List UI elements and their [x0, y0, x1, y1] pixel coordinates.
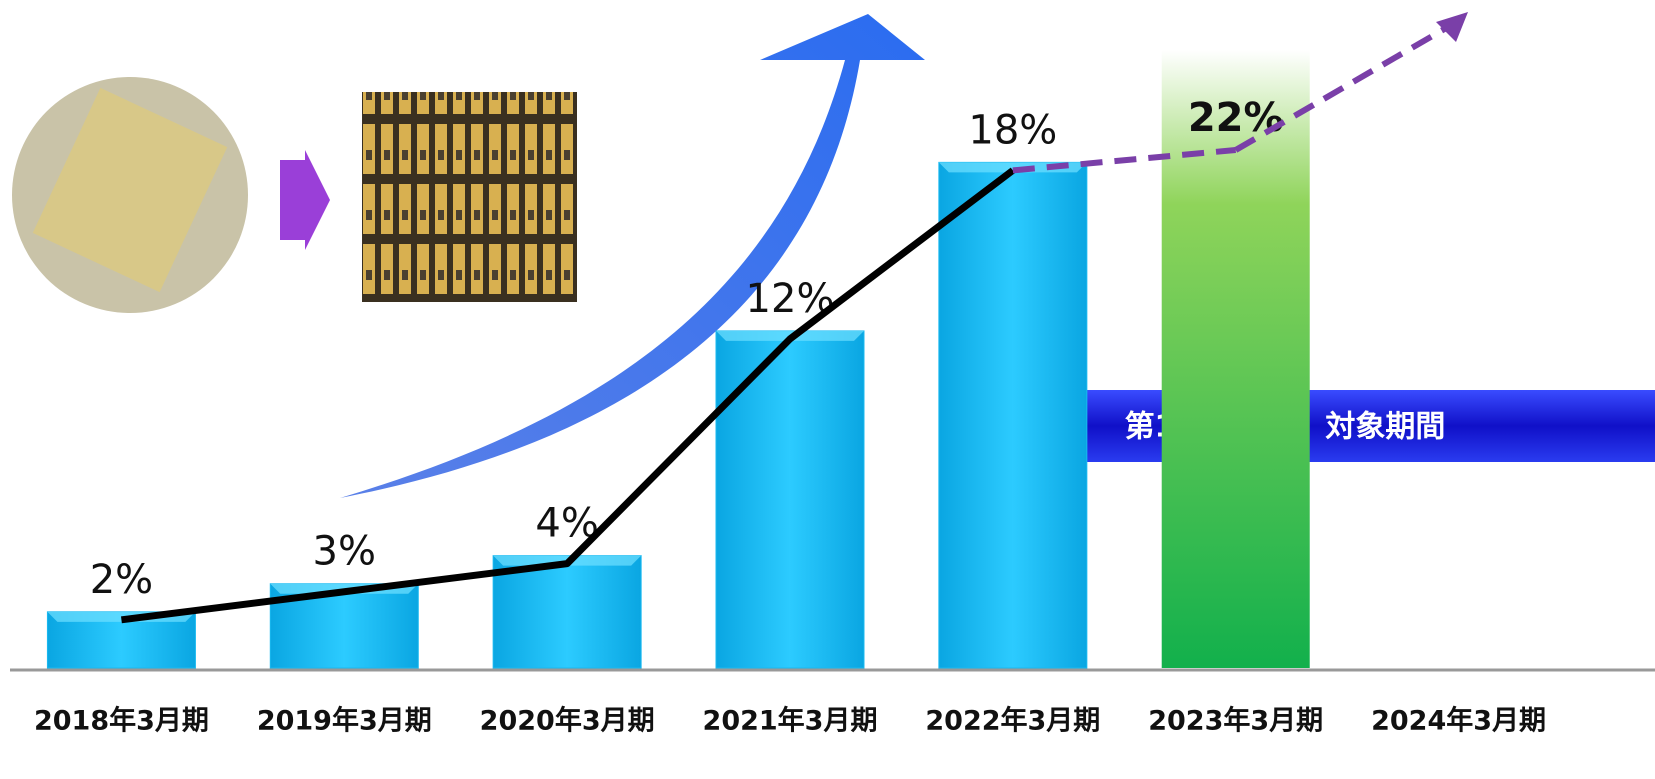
x-tick-label: 2023年3月期: [1148, 705, 1323, 737]
bar: [492, 555, 642, 669]
x-tick-label: 2020年3月期: [480, 705, 655, 737]
decoration: [12, 14, 925, 498]
annotation-banner: [990, 390, 1655, 462]
bar: [715, 330, 865, 669]
value-label: 22%: [1188, 95, 1284, 141]
bar: [1161, 50, 1310, 668]
forecast-arrow: [1234, 17, 1462, 153]
bar: [938, 161, 1088, 669]
x-tick-label: 2018年3月期: [34, 705, 209, 737]
x-tick-label: 2019年3月期: [257, 705, 432, 737]
value-label: 2%: [90, 557, 153, 603]
x-tick-label: 2022年3月期: [925, 705, 1100, 737]
value-label: 3%: [313, 529, 376, 575]
forecast-arrowhead: [1436, 12, 1468, 42]
value-label: 18%: [968, 107, 1057, 153]
x-tick-label: 2024年3月期: [1371, 705, 1546, 737]
forecast-line: [1012, 147, 1236, 174]
trend-line: [120, 167, 1015, 624]
x-tick-label: 2021年3月期: [703, 705, 878, 737]
